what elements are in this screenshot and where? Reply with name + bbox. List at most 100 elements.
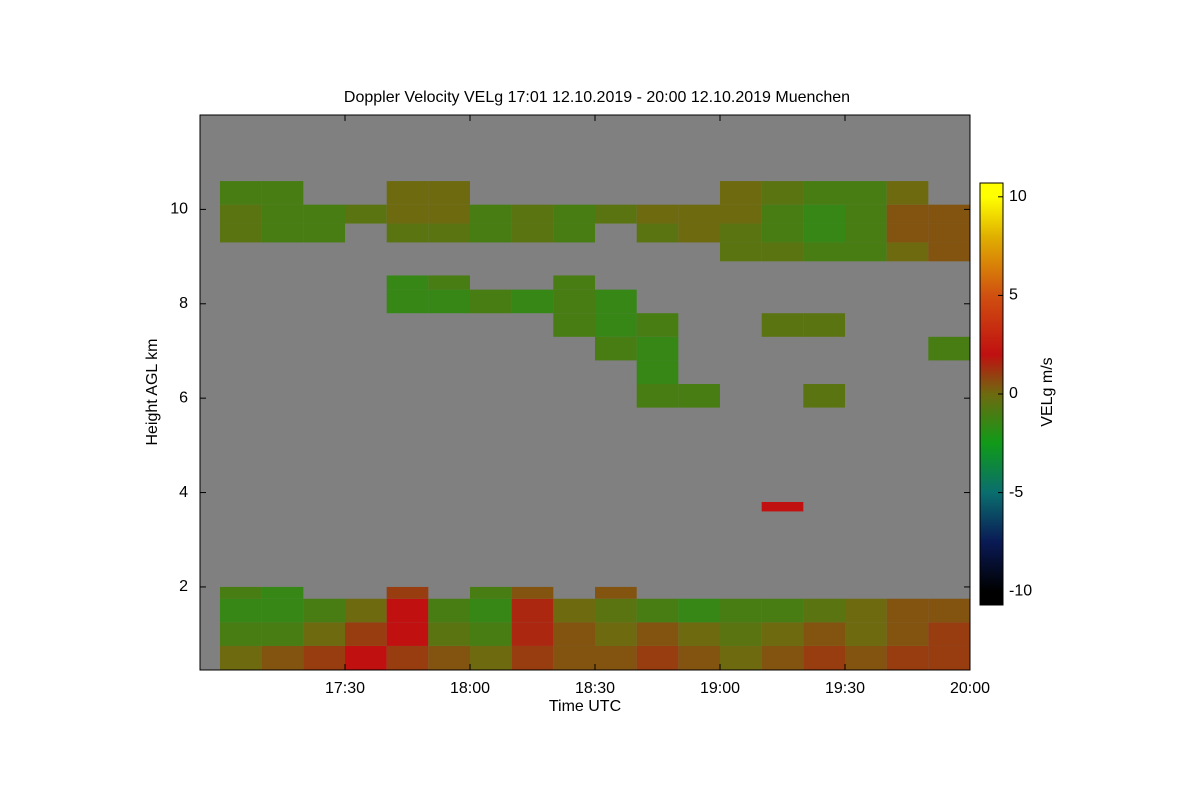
heat-cell (636, 223, 679, 243)
heat-cell (845, 223, 887, 243)
heat-cell (803, 223, 845, 243)
heat-cell (511, 204, 554, 224)
heat-cell (220, 622, 262, 646)
heat-cell (386, 204, 429, 224)
heat-cell (553, 622, 595, 646)
y-tick-label: 2 (179, 578, 188, 595)
heat-cell (595, 598, 637, 623)
heat-cell (678, 598, 720, 623)
heat-cell (595, 645, 637, 670)
heat-cell (511, 223, 554, 243)
heat-cell (678, 204, 720, 224)
heat-cell (386, 645, 429, 670)
heat-cell (761, 645, 804, 670)
heat-cell (595, 586, 637, 599)
heat-cell (886, 204, 929, 224)
plot-frame (199, 114, 971, 671)
heat-cell (886, 622, 929, 646)
heat-cell (553, 598, 595, 623)
x-tick-label: 19:30 (825, 680, 865, 697)
colorbar-tick-label: 10 (1009, 188, 1027, 205)
x-tick-label: 18:30 (575, 680, 615, 697)
heat-cell (386, 289, 429, 314)
heat-cell (303, 622, 345, 646)
heat-cell (928, 223, 970, 243)
colorbar-tick-label: -5 (1009, 484, 1023, 501)
heat-cell (261, 645, 304, 670)
heat-cell (928, 598, 970, 623)
heat-cell (803, 204, 845, 224)
heat-cell (803, 622, 845, 646)
heat-cell (220, 223, 262, 243)
heat-cell (511, 622, 554, 646)
heat-cell (636, 313, 679, 337)
heat-cell (428, 181, 470, 205)
heat-cell (261, 586, 304, 599)
colorbar-tick-label: -10 (1009, 582, 1032, 599)
heat-cell (428, 598, 470, 623)
chart-title: Doppler Velocity VELg 17:01 12.10.2019 -… (344, 89, 850, 106)
heat-cell (261, 223, 304, 243)
heat-cell (761, 223, 804, 243)
heat-cell (845, 622, 887, 646)
heat-cell (595, 622, 637, 646)
heat-cell (761, 242, 804, 262)
heat-cell (928, 242, 970, 262)
heat-cell (720, 645, 762, 670)
heat-cell (595, 204, 637, 224)
heat-cell (678, 384, 720, 408)
heat-cell (803, 598, 845, 623)
heat-cell (470, 289, 512, 314)
x-tick-label: 18:00 (450, 680, 490, 697)
heat-cell (345, 204, 387, 224)
heat-cell (761, 598, 804, 623)
heat-cell (428, 275, 470, 290)
heat-cell (553, 204, 595, 224)
y-tick-label: 8 (179, 295, 188, 312)
x-axis-label: Time UTC (549, 698, 621, 715)
heat-cell (803, 242, 845, 262)
heat-cell (595, 313, 637, 337)
heat-cell (303, 223, 345, 243)
heat-cell (928, 645, 970, 670)
heat-cell (636, 598, 679, 623)
heat-cell (845, 204, 887, 224)
heat-cell (678, 645, 720, 670)
heat-cell (803, 181, 845, 205)
heat-cell (553, 223, 595, 243)
heat-cell (761, 204, 804, 224)
heat-cell (261, 181, 304, 205)
heat-cell (470, 645, 512, 670)
heat-cell (886, 645, 929, 670)
colorbar-tick-label: 0 (1009, 385, 1018, 402)
heat-cell (386, 275, 429, 290)
heat-cell (803, 384, 845, 408)
heat-cell (428, 223, 470, 243)
heat-cell (303, 645, 345, 670)
heat-cell (470, 204, 512, 224)
heat-cell (678, 622, 720, 646)
heat-cell (428, 622, 470, 646)
heat-cell (261, 622, 304, 646)
heat-cell (720, 181, 762, 205)
heat-cell (428, 645, 470, 670)
heat-cell (220, 645, 262, 670)
heat-cell (886, 242, 929, 262)
heat-cell (345, 645, 387, 670)
heat-cell (720, 598, 762, 623)
heat-cell (720, 223, 762, 243)
heat-cell (428, 289, 470, 314)
heat-cell (511, 586, 554, 599)
heat-cell (220, 204, 262, 224)
heat-cell (511, 645, 554, 670)
heat-cell (803, 645, 845, 670)
heat-cell (553, 645, 595, 670)
heat-cell (720, 242, 762, 262)
x-tick-label: 20:00 (950, 680, 990, 697)
y-axis-label: Height AGL km (144, 338, 161, 445)
heat-cell (386, 586, 429, 599)
heat-cell (636, 384, 679, 408)
heat-cell (345, 622, 387, 646)
colorbar-tick-label: 5 (1009, 287, 1018, 304)
